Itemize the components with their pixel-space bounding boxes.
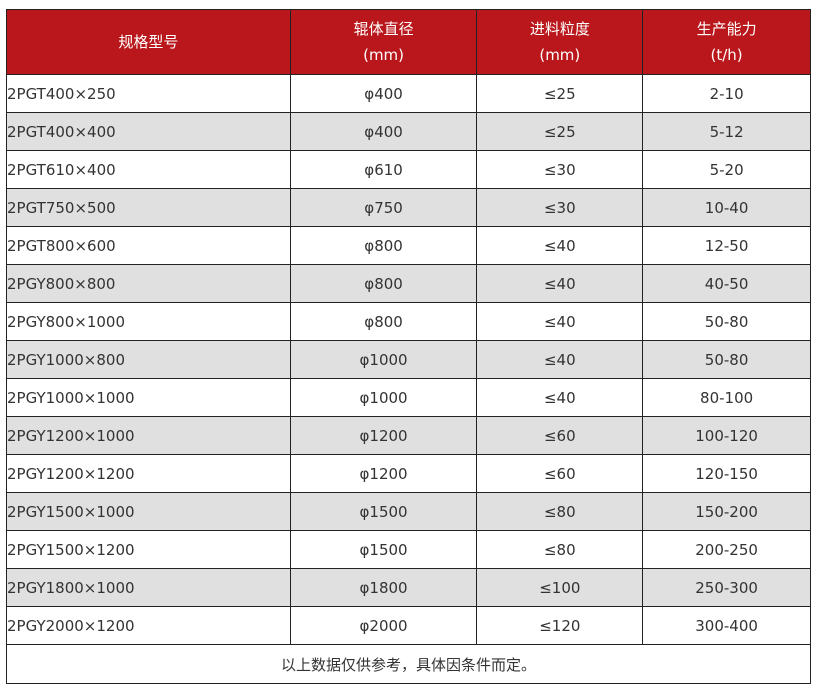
table-cell: 300-400 <box>642 606 811 645</box>
table-cell: φ1000 <box>289 378 478 417</box>
table-cell: 250-300 <box>642 568 811 607</box>
table-cell: 2PGY800×800 <box>6 264 291 303</box>
table-cell: 5-12 <box>642 112 811 151</box>
table-cell: 2PGT400×250 <box>6 74 291 113</box>
header-label: 生产能力 <box>696 20 757 38</box>
table-cell: ≤60 <box>476 454 644 493</box>
column-header: 辊体直径 (mm) <box>289 9 478 75</box>
table-cell: φ1200 <box>289 454 478 493</box>
table-cell: φ610 <box>289 150 478 189</box>
table-cell: 2PGT400×400 <box>6 112 291 151</box>
table-cell: φ1000 <box>289 340 478 379</box>
table-cell: 80-100 <box>642 378 811 417</box>
table-cell: ≤30 <box>476 188 644 227</box>
table-cell: φ1200 <box>289 416 478 455</box>
table-cell: ≤40 <box>476 302 644 341</box>
table-cell: 40-50 <box>642 264 811 303</box>
header-unit: (mm) <box>539 46 581 64</box>
header-unit: (t/h) <box>710 46 743 64</box>
table-cell: φ1500 <box>289 492 478 531</box>
table-cell: φ800 <box>289 302 478 341</box>
table-row: 2PGY800×1000 φ800 ≤40 50-80 <box>6 302 811 341</box>
table-row: 2PGY1500×1000 φ1500 ≤80 150-200 <box>6 492 811 531</box>
table-row: 2PGY1000×1000 φ1000 ≤40 80-100 <box>6 378 811 417</box>
table-cell: ≤60 <box>476 416 644 455</box>
header-label: 规格型号 <box>118 33 179 51</box>
table-cell: ≤120 <box>476 606 644 645</box>
table-cell: 2PGT610×400 <box>6 150 291 189</box>
table-cell: 2PGT750×500 <box>6 188 291 227</box>
table-cell: 5-20 <box>642 150 811 189</box>
table-cell: φ800 <box>289 264 478 303</box>
table-cell: φ1500 <box>289 530 478 569</box>
table-row: 2PGY2000×1200 φ2000 ≤120 300-400 <box>6 606 811 645</box>
column-header: 规格型号 <box>6 9 291 75</box>
table-cell: ≤25 <box>476 112 644 151</box>
table-cell: 2PGY1000×800 <box>6 340 291 379</box>
table-cell: 2PGT800×600 <box>6 226 291 265</box>
table-row: 2PGY1000×800 φ1000 ≤40 50-80 <box>6 340 811 379</box>
table-cell: ≤80 <box>476 492 644 531</box>
table-row: 2PGY1500×1200 φ1500 ≤80 200-250 <box>6 530 811 569</box>
table-cell: φ2000 <box>289 606 478 645</box>
table-cell: ≤25 <box>476 74 644 113</box>
table-cell: ≤40 <box>476 226 644 265</box>
table-cell: ≤30 <box>476 150 644 189</box>
table-cell: 150-200 <box>642 492 811 531</box>
column-header: 进料粒度 (mm) <box>476 9 644 75</box>
table-row: 2PGT750×500 φ750 ≤30 10-40 <box>6 188 811 227</box>
table-cell: φ750 <box>289 188 478 227</box>
table-cell: ≤40 <box>476 378 644 417</box>
header-unit: (mm) <box>363 46 405 64</box>
header-label: 进料粒度 <box>529 20 590 38</box>
table-cell: φ400 <box>289 74 478 113</box>
header-label: 辊体直径 <box>353 20 414 38</box>
table-cell: 120-150 <box>642 454 811 493</box>
table-cell: 2-10 <box>642 74 811 113</box>
table-row: 2PGY1200×1000 φ1200 ≤60 100-120 <box>6 416 811 455</box>
table-row: 2PGT400×250 φ400 ≤25 2-10 <box>6 74 811 113</box>
table-cell: φ1800 <box>289 568 478 607</box>
table-row: 2PGY1800×1000 φ1800 ≤100 250-300 <box>6 568 811 607</box>
table-cell: φ400 <box>289 112 478 151</box>
table-cell: 2PGY2000×1200 <box>6 606 291 645</box>
table-cell: 2PGY1200×1200 <box>6 454 291 493</box>
table-cell: ≤40 <box>476 340 644 379</box>
table-row: 2PGT610×400 φ610 ≤30 5-20 <box>6 150 811 189</box>
footer-note: 以上数据仅供参考，具体因条件而定。 <box>6 644 811 684</box>
table-row: 2PGT400×400 φ400 ≤25 5-12 <box>6 112 811 151</box>
table-cell: ≤40 <box>476 264 644 303</box>
table-cell: 2PGY800×1000 <box>6 302 291 341</box>
table-row: 2PGY1200×1200 φ1200 ≤60 120-150 <box>6 454 811 493</box>
table-row: 2PGT800×600 φ800 ≤40 12-50 <box>6 226 811 265</box>
table-cell: 200-250 <box>642 530 811 569</box>
column-header: 生产能力 (t/h) <box>642 9 811 75</box>
table-cell: 2PGY1000×1000 <box>6 378 291 417</box>
table-cell: 100-120 <box>642 416 811 455</box>
table-cell: ≤80 <box>476 530 644 569</box>
header-row: 规格型号 辊体直径 (mm) 进料粒度 (mm) 生产能力 (t/h) <box>6 9 811 75</box>
table-cell: 2PGY1500×1200 <box>6 530 291 569</box>
table-cell: 50-80 <box>642 340 811 379</box>
table-cell: 2PGY1200×1000 <box>6 416 291 455</box>
spec-table: 规格型号 辊体直径 (mm) 进料粒度 (mm) 生产能力 (t/h) 2PGT400×25… <box>6 9 811 684</box>
table-row: 2PGY800×800 φ800 ≤40 40-50 <box>6 264 811 303</box>
table-cell: 2PGY1500×1000 <box>6 492 291 531</box>
footer-row: 以上数据仅供参考，具体因条件而定。 <box>6 644 811 684</box>
table-cell: 2PGY1800×1000 <box>6 568 291 607</box>
table-cell: 50-80 <box>642 302 811 341</box>
table-cell: 10-40 <box>642 188 811 227</box>
table-cell: φ800 <box>289 226 478 265</box>
table-cell: ≤100 <box>476 568 644 607</box>
table-cell: 12-50 <box>642 226 811 265</box>
